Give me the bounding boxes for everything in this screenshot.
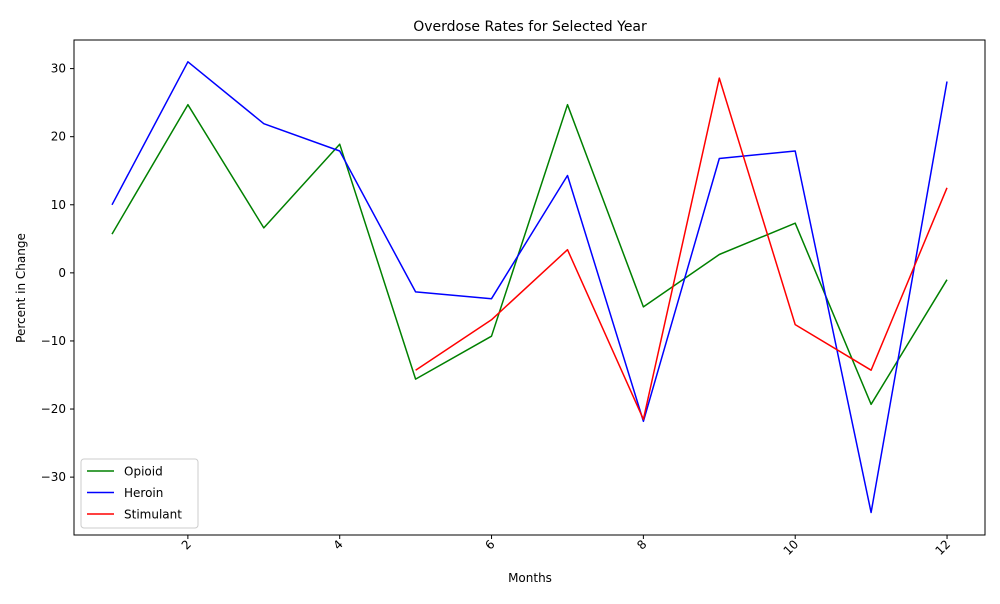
series-line-stimulant bbox=[415, 77, 948, 421]
y-tick-label: −30 bbox=[41, 470, 66, 484]
y-tick-label: −20 bbox=[41, 402, 66, 416]
y-axis-label: Percent in Change bbox=[14, 233, 28, 343]
plot-frame bbox=[73, 39, 986, 536]
y-tick-label: −10 bbox=[41, 334, 66, 348]
y-tick-label: 20 bbox=[51, 130, 66, 144]
y-tick-label: 10 bbox=[51, 198, 66, 212]
legend-frame bbox=[80, 458, 199, 529]
legend-label-stimulant: Stimulant bbox=[124, 508, 182, 522]
plot-lines bbox=[111, 61, 948, 514]
x-axis: 2 4 6 8 10 12 bbox=[179, 535, 953, 558]
legend-items: Opioid Heroin Stimulant bbox=[87, 465, 182, 522]
x-tick-label: 4 bbox=[331, 537, 346, 552]
legend-label-opioid: Opioid bbox=[124, 465, 163, 479]
x-tick-label: 8 bbox=[634, 537, 649, 552]
legend-label-heroin: Heroin bbox=[124, 486, 163, 500]
y-tick-label: 0 bbox=[58, 266, 66, 280]
chart-title: Overdose Rates for Selected Year bbox=[413, 19, 647, 35]
legend: Opioid Heroin Stimulant bbox=[80, 458, 199, 529]
x-tick-label: 2 bbox=[179, 537, 194, 552]
x-axis-label: Months bbox=[508, 571, 552, 585]
series-line-heroin bbox=[111, 61, 948, 514]
x-tick-label: 12 bbox=[932, 537, 953, 558]
y-axis: −30 −20 −10 0 10 20 30 bbox=[41, 62, 74, 484]
series-line-opioid bbox=[111, 103, 948, 406]
x-tick-label: 6 bbox=[482, 537, 497, 552]
x-tick-label: 10 bbox=[781, 537, 802, 558]
y-tick-label: 30 bbox=[51, 62, 66, 76]
